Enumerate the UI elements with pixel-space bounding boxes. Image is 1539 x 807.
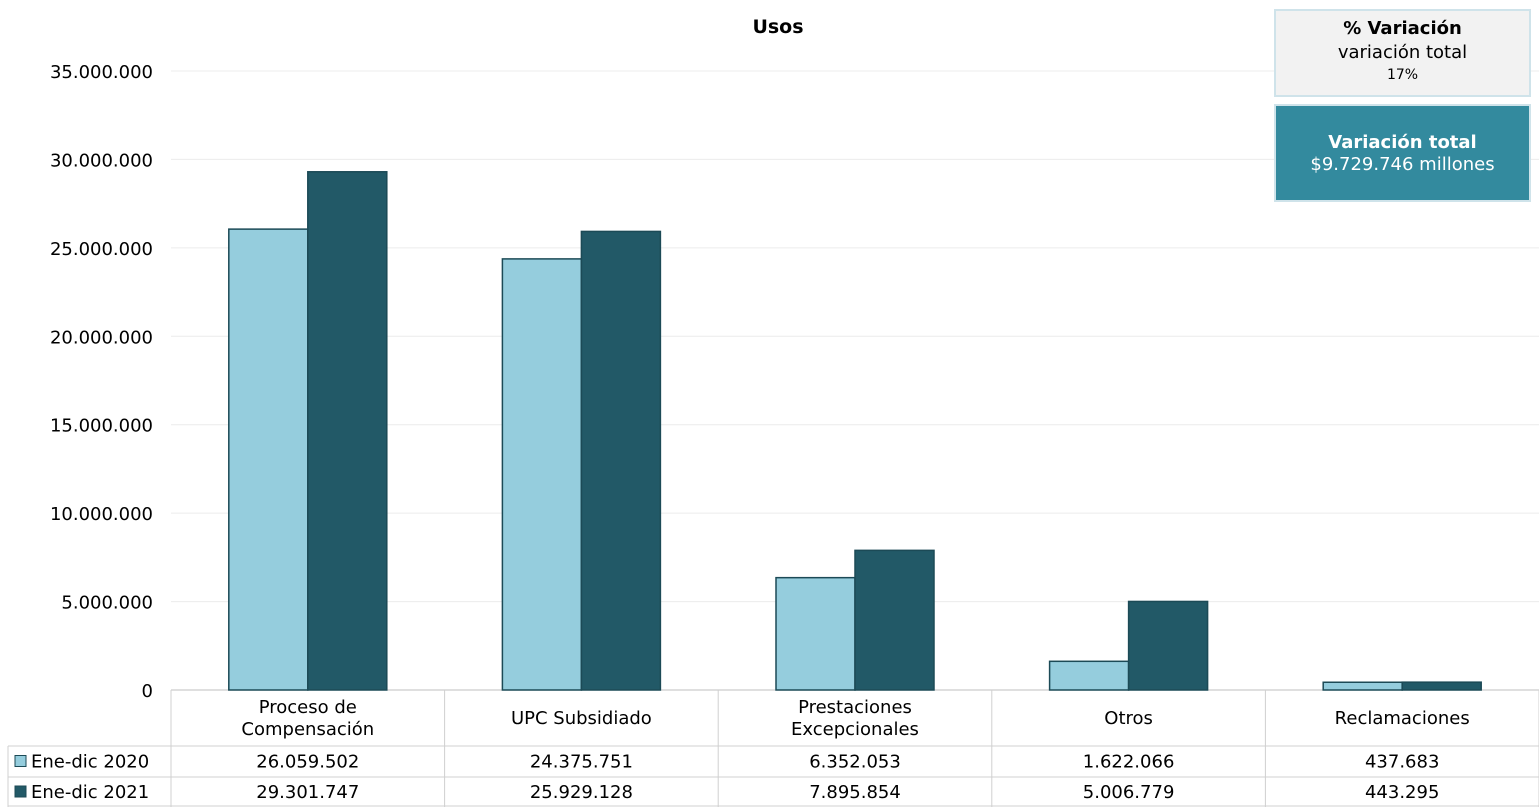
data-table-value: 1.622.066 [1083,752,1175,773]
y-tick-label: 30.000.000 [50,150,153,171]
bar-ene-dic-2021 [580,230,662,691]
data-table-value: 443.295 [1365,782,1439,803]
data-table-value: 24.375.751 [530,752,633,773]
percent-variation-box: % Variación variación total 17% [1274,9,1531,97]
y-tick-label: 5.000.000 [61,593,153,614]
bar-ene-dic-2021 [1127,600,1209,691]
total-variation-box: Variación total $9.729.746 millones [1274,104,1531,202]
y-tick-label: 15.000.000 [50,416,153,437]
data-table-value: 25.929.128 [530,782,633,803]
y-tick-label: 10.000.000 [50,504,153,525]
x-category-label: Prestaciones [798,697,912,718]
bar-ene-dic-2020 [1322,681,1403,691]
total-variation-title: Variación total [1328,132,1477,153]
legend-series-name: Ene-dic 2021 [31,782,149,803]
x-category-label: Compensación [241,719,374,740]
percent-variation-subtitle: variación total [1337,42,1468,63]
chart-title: Usos [752,16,803,38]
bar-ene-dic-2021 [307,171,388,691]
data-table-value: 6.352.053 [809,752,901,773]
legend-swatch-ene-dic-2020 [14,755,27,767]
legend-swatch-ene-dic-2021 [14,785,27,798]
y-tick-label: 20.000.000 [50,327,153,348]
total-variation-value: $9.729.746 millones [1310,154,1495,175]
bar-ene-dic-2020 [775,576,856,691]
percent-variation-value: 17% [1386,67,1419,83]
legend-series-name: Ene-dic 2020 [31,752,149,773]
data-table-value: 29.301.747 [256,782,359,803]
bar-ene-dic-2020 [228,228,309,691]
bar-ene-dic-2020 [1048,660,1130,691]
data-table-value: 5.006.779 [1083,782,1175,803]
x-category-label: Excepcionales [791,719,919,740]
data-table-value: 26.059.502 [256,752,359,773]
x-category-label: Reclamaciones [1335,708,1470,729]
y-tick-label: 25.000.000 [50,239,153,260]
x-category-label: UPC Subsidiado [511,708,652,729]
y-tick-label: 35.000.000 [50,62,153,83]
x-category-label: Proceso de [259,697,357,718]
data-table-value: 437.683 [1365,752,1439,773]
y-tick-label: 0 [142,681,153,702]
percent-variation-title: % Variación [1343,18,1462,39]
x-category-label: Otros [1104,708,1153,729]
bar-ene-dic-2020 [501,258,583,691]
bar-ene-dic-2021 [854,549,935,691]
data-table-value: 7.895.854 [809,782,901,803]
bar-ene-dic-2021 [1401,681,1482,691]
